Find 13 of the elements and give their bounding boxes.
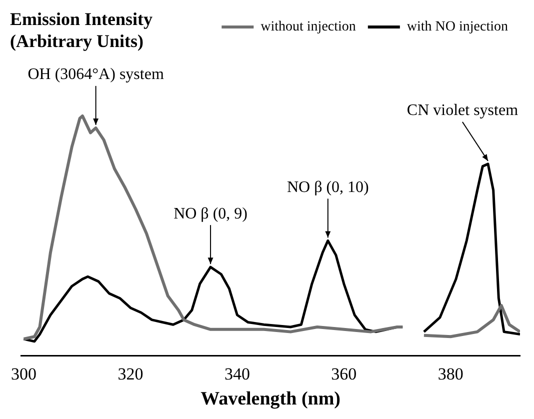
annotation: OH (3064°A) system (28, 66, 164, 84)
x-tick-label: 380 (438, 364, 464, 384)
annotation: CN violet system (406, 102, 519, 120)
x-axis-title: Wavelength (nm) (200, 388, 340, 410)
x-tick-label: 360 (331, 364, 357, 384)
x-tick-label: 320 (118, 364, 144, 384)
annotation: NO β (0, 9) (174, 205, 248, 222)
y-axis-title: Emission Intensity (Arbitrary Units) (10, 8, 154, 52)
annotation: NO β (0, 10) (286, 178, 369, 196)
legend-label: without injection (260, 20, 356, 35)
x-tick-label: 340 (224, 364, 250, 384)
legend-label: with NO injection (406, 20, 508, 35)
x-tick-label: 300 (11, 364, 37, 384)
